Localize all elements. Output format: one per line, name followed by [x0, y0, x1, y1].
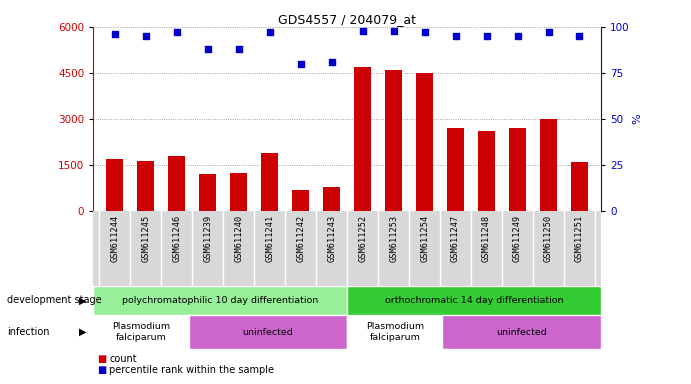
Bar — [189, 315, 347, 349]
Text: GSM611251: GSM611251 — [575, 215, 584, 262]
Bar — [199, 174, 216, 211]
Point — [109, 31, 120, 37]
Point — [357, 28, 368, 34]
Text: uninfected: uninfected — [496, 328, 547, 337]
Text: GSM611249: GSM611249 — [513, 215, 522, 262]
Bar — [323, 187, 340, 211]
Point — [295, 61, 306, 67]
Text: GSM611248: GSM611248 — [482, 215, 491, 262]
Title: GDS4557 / 204079_at: GDS4557 / 204079_at — [278, 13, 416, 26]
Y-axis label: %: % — [632, 114, 643, 124]
Bar — [478, 131, 495, 211]
Text: Plasmodium
falciparum: Plasmodium falciparum — [366, 323, 424, 342]
Point — [171, 29, 182, 35]
Bar — [354, 67, 371, 211]
Bar — [347, 315, 442, 349]
Text: GSM611246: GSM611246 — [172, 215, 182, 262]
Point — [419, 29, 430, 35]
Text: ■: ■ — [97, 354, 106, 364]
Point — [202, 46, 214, 52]
Text: GSM611245: GSM611245 — [142, 215, 151, 262]
Bar — [385, 70, 402, 211]
Bar — [571, 162, 588, 211]
Text: GSM611242: GSM611242 — [296, 215, 305, 262]
Text: GSM611253: GSM611253 — [389, 215, 398, 262]
Text: GSM611252: GSM611252 — [358, 215, 367, 262]
Text: GSM611241: GSM611241 — [265, 215, 274, 262]
Point — [450, 33, 461, 39]
Bar — [447, 128, 464, 211]
Text: GSM611254: GSM611254 — [420, 215, 429, 262]
Point — [326, 59, 337, 65]
Text: orthochromatic 14 day differentiation: orthochromatic 14 day differentiation — [385, 296, 563, 305]
Point — [574, 33, 585, 39]
Bar — [261, 153, 278, 211]
Point — [481, 33, 492, 39]
Bar — [169, 156, 185, 211]
Bar — [93, 315, 189, 349]
Text: GSM611247: GSM611247 — [451, 215, 460, 262]
Bar — [230, 173, 247, 211]
Text: GSM611243: GSM611243 — [328, 215, 337, 262]
Text: polychromatophilic 10 day differentiation: polychromatophilic 10 day differentiatio… — [122, 296, 319, 305]
Bar — [347, 286, 601, 315]
Point — [543, 29, 554, 35]
Text: ■: ■ — [97, 364, 106, 375]
Point — [264, 29, 275, 35]
Bar — [106, 159, 124, 211]
Text: ▶: ▶ — [79, 295, 86, 306]
Bar — [509, 128, 526, 211]
Text: count: count — [109, 354, 137, 364]
Bar — [93, 286, 347, 315]
Bar — [292, 190, 310, 211]
Point — [512, 33, 523, 39]
Bar — [540, 119, 557, 211]
Text: percentile rank within the sample: percentile rank within the sample — [109, 364, 274, 375]
Text: development stage: development stage — [7, 295, 102, 306]
Bar — [416, 73, 433, 211]
Text: uninfected: uninfected — [243, 328, 293, 337]
Bar — [138, 161, 155, 211]
Text: GSM611244: GSM611244 — [111, 215, 120, 262]
Text: GSM611239: GSM611239 — [203, 215, 212, 262]
Text: ▶: ▶ — [79, 327, 86, 337]
Text: Plasmodium
falciparum: Plasmodium falciparum — [112, 323, 170, 342]
Text: infection: infection — [7, 327, 50, 337]
Point — [140, 33, 151, 39]
Point — [234, 46, 245, 52]
Bar — [442, 315, 601, 349]
Text: GSM611240: GSM611240 — [234, 215, 243, 262]
Text: GSM611250: GSM611250 — [544, 215, 553, 262]
Point — [388, 28, 399, 34]
